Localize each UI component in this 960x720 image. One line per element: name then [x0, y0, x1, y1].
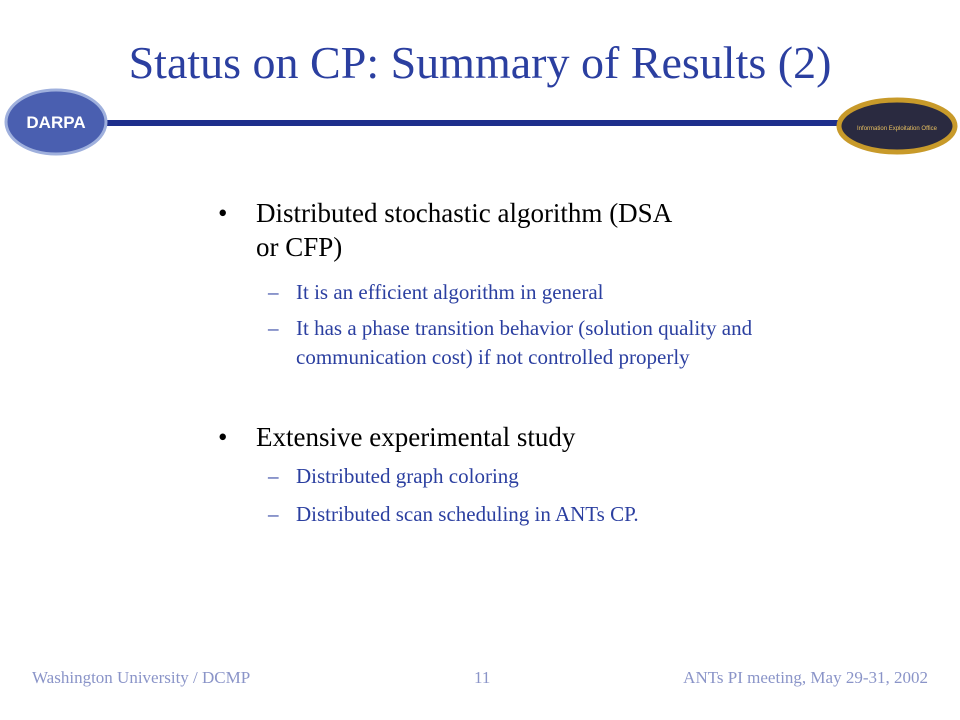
ieo-logo [836, 97, 958, 155]
sub-text: Distributed graph coloring [296, 464, 519, 488]
title: Status on CP: Summary of Results (2) [128, 37, 832, 88]
sub-text: Distributed scan scheduling in ANTs CP. [296, 502, 639, 526]
ieo-text: Information Exploitation Office [857, 126, 938, 132]
header-rule [40, 120, 910, 126]
footer-left: Washington University / DCMP [32, 668, 251, 687]
sub-text: It is an efficient algorithm in general [296, 280, 604, 304]
bullet-text: Distributed stochastic algorithm (DSA or… [256, 198, 671, 262]
darpa-logo [4, 88, 108, 156]
page-number: 11 [474, 668, 491, 687]
header-art: DARPA Information Exploitation Office [4, 88, 958, 156]
footer-right: ANTs PI meeting, May 29-31, 2002 [683, 668, 928, 687]
darpa-text: DARPA [26, 113, 85, 132]
sub-text: It has a phase transition behavior (solu… [296, 316, 753, 369]
bullet-text: Extensive experimental study [256, 422, 576, 452]
